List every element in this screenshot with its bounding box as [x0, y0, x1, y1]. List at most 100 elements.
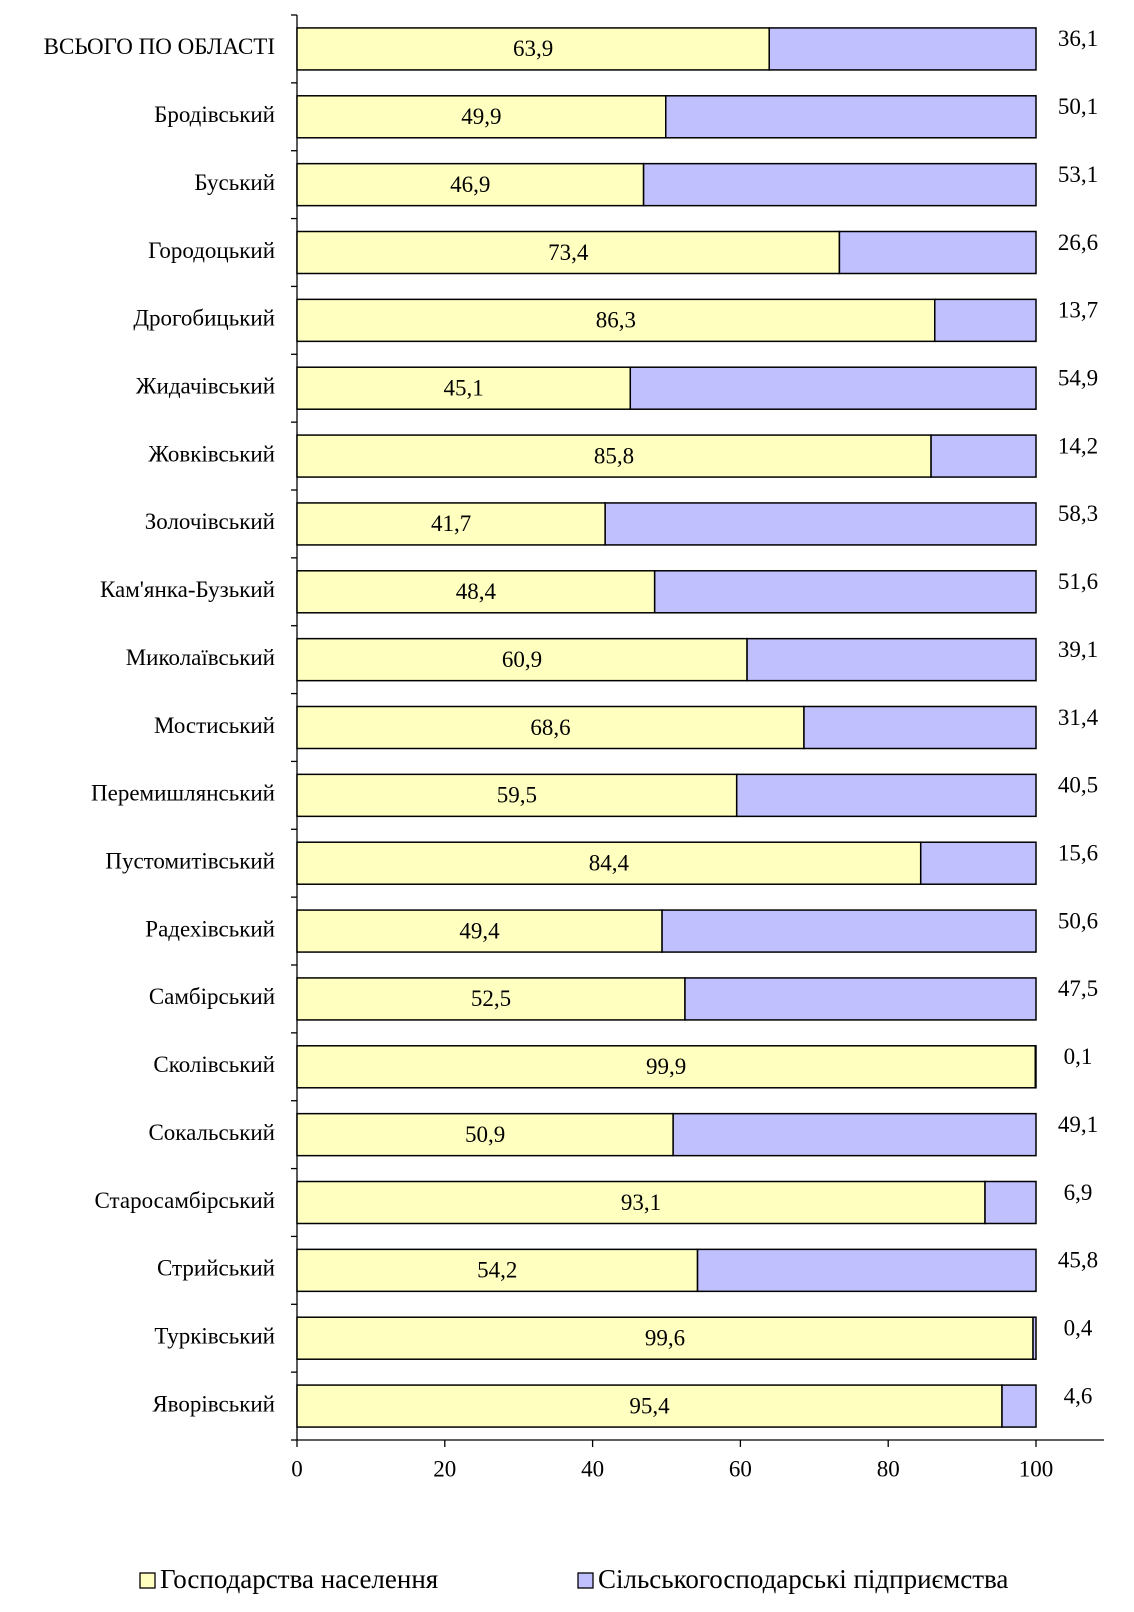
value-label: 31,4 — [1058, 705, 1099, 730]
value-label: 99,9 — [646, 1054, 686, 1079]
value-label: 60,9 — [502, 647, 542, 672]
bar-segment — [653, 570, 1037, 614]
category-label: Миколаївський — [126, 645, 275, 670]
bar-segment — [838, 230, 1037, 275]
x-tick-label: 80 — [877, 1456, 900, 1481]
bar-segment — [665, 95, 1037, 139]
category-label: Сокальський — [148, 1120, 275, 1145]
value-label: 68,6 — [530, 715, 570, 740]
category-label: Яворівський — [152, 1391, 275, 1416]
value-label: 40,5 — [1058, 773, 1098, 798]
value-label: 52,5 — [471, 986, 511, 1011]
value-label: 49,4 — [459, 918, 500, 943]
bar-segment — [803, 705, 1037, 750]
value-label: 85,8 — [594, 443, 634, 468]
category-label: Перемишлянський — [91, 781, 275, 806]
value-label: 93,1 — [621, 1190, 661, 1215]
value-label: 39,1 — [1058, 637, 1098, 662]
category-label: Буський — [194, 170, 275, 195]
bar-segment — [296, 366, 632, 410]
bar-segment — [1001, 1384, 1037, 1428]
category-label: Кам'янка-Бузький — [100, 577, 275, 602]
bar-segment — [296, 1248, 699, 1293]
value-label: 46,9 — [450, 172, 490, 197]
bar-segment — [296, 1316, 1034, 1360]
legend-label: Господарства населення — [160, 1564, 438, 1594]
legend-swatch — [139, 1572, 156, 1589]
value-label: 73,4 — [548, 240, 589, 265]
category-label: Дрогобицький — [133, 306, 275, 331]
value-label: 13,7 — [1058, 298, 1098, 323]
category-label: Турківський — [154, 1323, 275, 1348]
bar-segment — [296, 773, 738, 818]
value-label: 0,4 — [1064, 1315, 1093, 1340]
bar-segment — [930, 434, 1037, 478]
value-label: 51,6 — [1058, 569, 1098, 594]
value-label: 86,3 — [596, 308, 636, 333]
value-label: 95,4 — [629, 1393, 670, 1418]
value-label: 50,1 — [1058, 94, 1098, 119]
bar-segment — [629, 366, 1037, 410]
value-label: 50,9 — [465, 1122, 505, 1147]
bar-segment — [296, 1045, 1037, 1089]
legend-label: Сільськогосподарські підприємства — [598, 1564, 1008, 1594]
value-label: 15,6 — [1058, 840, 1098, 865]
category-label: Радехівський — [145, 916, 275, 941]
value-label: 53,1 — [1058, 162, 1098, 187]
value-label: 45,8 — [1058, 1248, 1098, 1273]
x-tick-label: 40 — [581, 1456, 604, 1481]
category-label: Золочівський — [145, 509, 275, 534]
category-label: Жидачівський — [136, 373, 275, 398]
bar-segment — [296, 230, 841, 275]
x-tick-label: 100 — [1019, 1456, 1054, 1481]
bar-segment — [1032, 1316, 1037, 1360]
value-label: 41,7 — [431, 511, 471, 536]
value-label: 99,6 — [645, 1325, 685, 1350]
bar-segment — [661, 909, 1037, 953]
category-label: Старосамбірський — [95, 1188, 276, 1213]
bar-segment — [296, 502, 606, 546]
value-label: 47,5 — [1058, 976, 1098, 1001]
bar-segment — [296, 909, 663, 953]
value-label: 84,4 — [589, 850, 630, 875]
category-label: Городоцький — [148, 238, 275, 263]
value-label: 49,9 — [461, 104, 501, 129]
value-label: 63,9 — [513, 36, 553, 61]
bar-segment — [296, 162, 645, 207]
value-label: 6,9 — [1064, 1180, 1093, 1205]
category-label: ВСЬОГО ПО ОБЛАСТІ — [44, 34, 275, 59]
bar-segment — [684, 977, 1037, 1021]
value-label: 0,1 — [1064, 1044, 1093, 1069]
value-label: 59,5 — [497, 783, 537, 808]
value-label: 26,6 — [1058, 230, 1098, 255]
bar-segment — [919, 841, 1037, 885]
bar-segment — [296, 1180, 986, 1225]
bar-segment — [746, 637, 1037, 682]
value-label: 48,4 — [456, 579, 497, 604]
x-tick-label: 60 — [729, 1456, 752, 1481]
category-label: Жовківський — [148, 441, 275, 466]
value-label: 36,1 — [1058, 26, 1098, 51]
bar-segment — [768, 27, 1037, 71]
bar-segment — [1034, 1045, 1037, 1089]
category-label: Мостиський — [154, 713, 275, 738]
value-label: 14,2 — [1058, 433, 1098, 458]
bar-segment — [696, 1248, 1037, 1293]
bar-segment — [642, 162, 1037, 207]
category-label: Сколівський — [153, 1052, 275, 1077]
value-label: 45,1 — [444, 375, 484, 400]
bar-segment — [296, 977, 686, 1021]
value-label: 50,6 — [1058, 908, 1098, 933]
bar-segment — [735, 773, 1037, 818]
bar-segment — [984, 1180, 1037, 1225]
value-label: 49,1 — [1058, 1112, 1098, 1137]
value-label: 4,6 — [1064, 1383, 1093, 1408]
category-label: Пустомитівський — [105, 848, 275, 873]
value-label: 54,9 — [1058, 365, 1098, 390]
bar-segment — [296, 298, 936, 343]
x-tick-label: 0 — [291, 1456, 303, 1481]
category-label: Самбірський — [149, 984, 275, 1009]
bar-segment — [604, 502, 1037, 546]
